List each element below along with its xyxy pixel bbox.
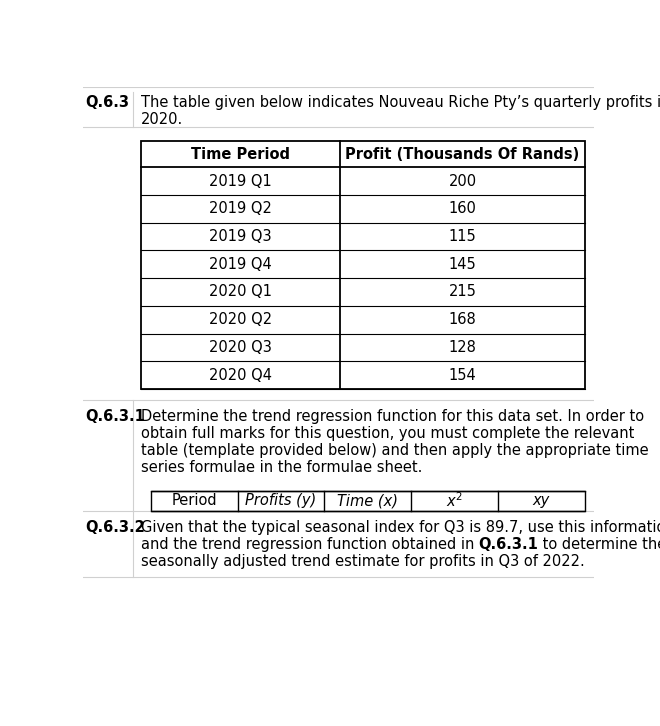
Text: 2020 Q4: 2020 Q4 — [209, 367, 272, 383]
Text: 2019 Q4: 2019 Q4 — [209, 257, 272, 272]
Text: 154: 154 — [449, 367, 477, 383]
Text: 2019 Q1: 2019 Q1 — [209, 174, 272, 189]
Text: 2019 Q3: 2019 Q3 — [209, 229, 272, 244]
Text: 115: 115 — [449, 229, 477, 244]
Text: 2020 Q2: 2020 Q2 — [209, 312, 272, 327]
Text: 2020 Q3: 2020 Q3 — [209, 340, 272, 355]
Text: 215: 215 — [449, 285, 477, 299]
Text: $\it{x}^2$: $\it{x}^2$ — [446, 492, 463, 510]
Bar — [141, 141, 585, 389]
Text: 2020.: 2020. — [141, 112, 183, 127]
Text: 160: 160 — [449, 201, 477, 216]
Text: Q.6.3.2: Q.6.3.2 — [86, 520, 145, 535]
Text: obtain full marks for this question, you must complete the relevant: obtain full marks for this question, you… — [141, 426, 634, 441]
Text: Q.6.3.1: Q.6.3.1 — [478, 537, 539, 552]
Text: 200: 200 — [449, 174, 477, 189]
Text: xy: xy — [533, 493, 550, 508]
Text: and the trend regression function obtained in: and the trend regression function obtain… — [141, 537, 478, 552]
Text: Time (x): Time (x) — [337, 493, 398, 508]
Text: seasonally adjusted trend estimate for profits in Q3 of 2022.: seasonally adjusted trend estimate for p… — [141, 554, 584, 568]
Text: The table given below indicates Nouveau Riche Pty’s quarterly profits in 2019 an: The table given below indicates Nouveau … — [141, 95, 660, 110]
Bar — [150, 491, 585, 510]
Text: Profits (y): Profits (y) — [246, 493, 317, 508]
Text: Time Period: Time Period — [191, 147, 290, 162]
Text: 168: 168 — [449, 312, 477, 327]
Text: 145: 145 — [449, 257, 477, 272]
Text: Period: Period — [172, 493, 217, 508]
Text: Profit (Thousands Of Rands): Profit (Thousands Of Rands) — [345, 147, 579, 162]
Text: table (template provided below) and then apply the appropriate time: table (template provided below) and then… — [141, 443, 648, 458]
Text: Given that the typical seasonal index for Q3 is 89.7, use this information: Given that the typical seasonal index fo… — [141, 520, 660, 535]
Text: 128: 128 — [449, 340, 477, 355]
Text: series formulae in the formulae sheet.: series formulae in the formulae sheet. — [141, 460, 422, 475]
Text: Determine the trend regression function for this data set. In order to: Determine the trend regression function … — [141, 409, 644, 424]
Text: Q.6.3: Q.6.3 — [86, 95, 129, 110]
Text: to determine the: to determine the — [539, 537, 660, 552]
Text: 2020 Q1: 2020 Q1 — [209, 285, 272, 299]
Text: 2019 Q2: 2019 Q2 — [209, 201, 272, 216]
Text: Q.6.3.1: Q.6.3.1 — [86, 409, 145, 424]
